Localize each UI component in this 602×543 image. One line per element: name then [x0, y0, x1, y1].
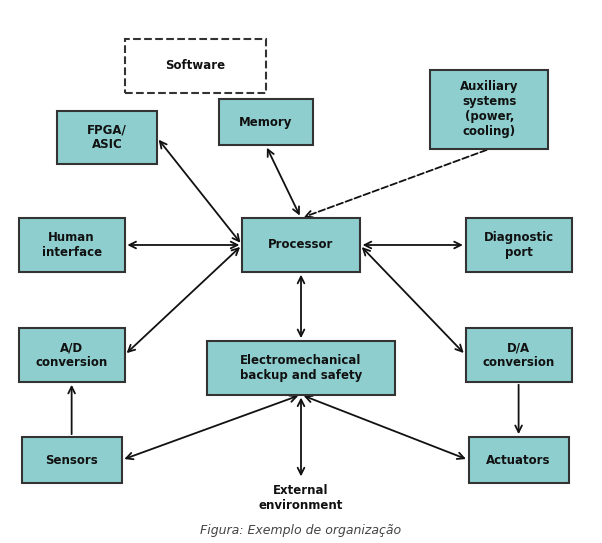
Text: Electromechanical
backup and safety: Electromechanical backup and safety	[240, 354, 362, 382]
FancyBboxPatch shape	[466, 328, 571, 382]
Text: Human
interface: Human interface	[42, 231, 102, 259]
FancyBboxPatch shape	[22, 437, 122, 483]
Text: A/D
conversion: A/D conversion	[36, 341, 108, 369]
FancyBboxPatch shape	[468, 437, 569, 483]
FancyBboxPatch shape	[219, 99, 313, 145]
FancyBboxPatch shape	[430, 70, 548, 149]
Text: Actuators: Actuators	[486, 453, 551, 466]
Text: D/A
conversion: D/A conversion	[482, 341, 554, 369]
FancyBboxPatch shape	[207, 341, 395, 395]
FancyBboxPatch shape	[19, 328, 125, 382]
FancyBboxPatch shape	[466, 218, 571, 272]
Text: Memory: Memory	[239, 116, 293, 129]
FancyBboxPatch shape	[242, 218, 360, 272]
Text: FPGA/
ASIC: FPGA/ ASIC	[87, 123, 127, 151]
Text: Processor: Processor	[268, 238, 334, 251]
Text: External
environment: External environment	[259, 484, 343, 513]
Text: Sensors: Sensors	[45, 453, 98, 466]
Text: Figura: Exemplo de organização: Figura: Exemplo de organização	[200, 524, 402, 537]
Text: Diagnostic
port: Diagnostic port	[483, 231, 554, 259]
FancyBboxPatch shape	[57, 111, 157, 165]
FancyBboxPatch shape	[19, 218, 125, 272]
Text: Software: Software	[165, 59, 225, 72]
Text: Auxiliary
systems
(power,
cooling): Auxiliary systems (power, cooling)	[460, 80, 518, 138]
